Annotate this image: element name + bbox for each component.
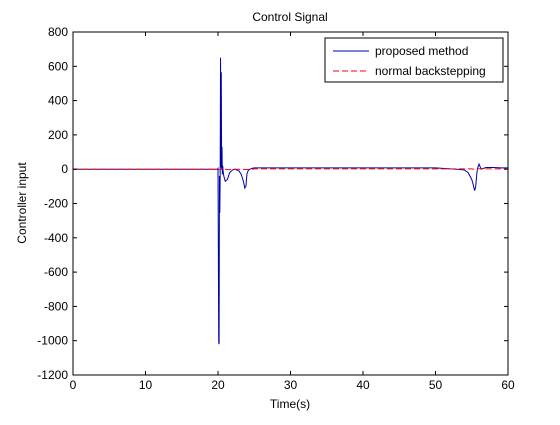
y-tick-label: 0 [61, 162, 68, 176]
y-tick-label: -1200 [37, 368, 68, 382]
series-line-proposed-method [73, 57, 508, 345]
legend-label-normal-backstepping: normal backstepping [375, 64, 486, 78]
y-tick-label: -200 [44, 197, 68, 211]
series-line-normal-backstepping [73, 167, 508, 171]
x-axis-title: Time(s) [270, 397, 310, 411]
x-tick-label: 30 [284, 378, 298, 392]
y-tick-label: -600 [44, 265, 68, 279]
x-tick-label: 40 [356, 378, 370, 392]
y-axis-title: Controller input [15, 162, 29, 244]
y-tick-label: 200 [48, 128, 68, 142]
y-tick-label: -400 [44, 231, 68, 245]
y-tick-label: 400 [48, 94, 68, 108]
ticks-layer: 0 10 20 30 40 50 60 800 600 400 200 0 -200 -400 -600 -8… [37, 25, 515, 392]
x-tick-label: 0 [70, 378, 77, 392]
y-tick-label: 800 [48, 25, 68, 39]
x-tick-label: 10 [139, 378, 153, 392]
legend: proposed method normal backstepping [324, 37, 504, 83]
legend-box [324, 37, 504, 83]
x-tick-label: 60 [501, 378, 515, 392]
legend-label-proposed-method: proposed method [375, 44, 468, 58]
x-tick-label: 50 [429, 378, 443, 392]
plot-area [73, 32, 508, 375]
x-tick-label: 20 [211, 378, 225, 392]
y-tick-label: -1000 [37, 334, 68, 348]
chart-title: Control Signal [252, 10, 327, 24]
series-layer [73, 57, 508, 345]
y-tick-label: 600 [48, 59, 68, 73]
y-tick-label: -800 [44, 299, 68, 313]
